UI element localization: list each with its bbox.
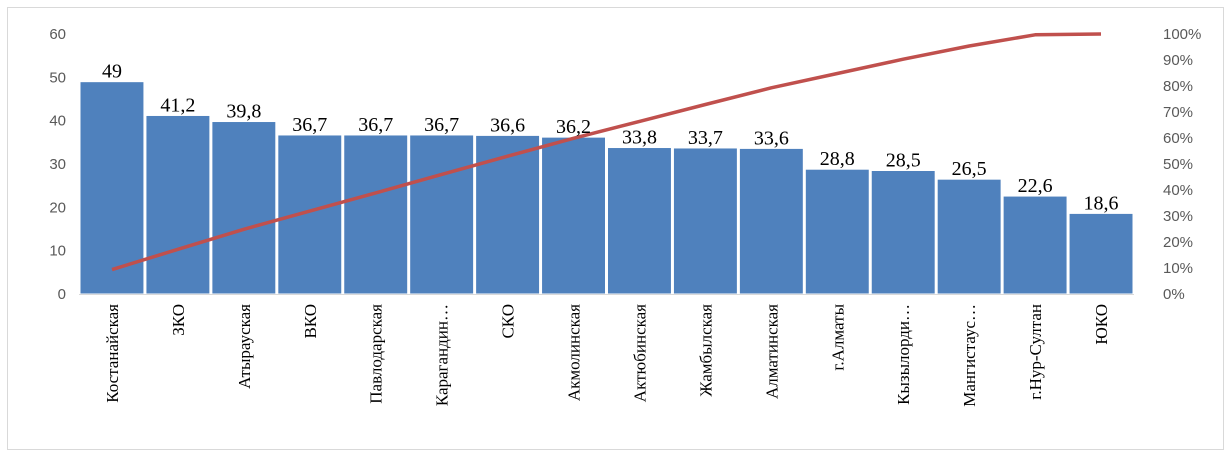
bar: [607, 147, 672, 295]
data-label: 36,2: [556, 116, 591, 138]
bar: [936, 178, 1002, 295]
data-label: 33,7: [688, 127, 723, 149]
y-tick-label: 0: [58, 286, 66, 303]
bar: [804, 168, 870, 295]
bar: [738, 147, 804, 295]
y2-tick-label: 50%: [1163, 156, 1193, 173]
y-axis-left: 0 10 20 30 40 50 60: [49, 26, 66, 303]
y2-tick-label: 30%: [1163, 208, 1193, 225]
data-label: 33,6: [754, 127, 789, 149]
y2-tick-label: 10%: [1163, 260, 1193, 277]
bar: [870, 170, 936, 295]
category-label: г.Нур-Султан: [1026, 304, 1045, 400]
bar: [1002, 195, 1068, 295]
category-label: ЮКО: [1092, 304, 1111, 345]
y2-tick-label: 100%: [1163, 26, 1201, 43]
y-tick-label: 40: [49, 113, 66, 130]
bar: [145, 114, 211, 295]
bar: [541, 136, 606, 295]
data-label: 39,8: [226, 101, 261, 123]
cumulative-line: [111, 32, 1102, 272]
data-label: 28,8: [820, 148, 855, 170]
bar: [672, 147, 738, 295]
data-label: 18,6: [1084, 192, 1119, 214]
category-label: Актюбинская: [630, 304, 649, 402]
category-label: Павлодарская: [367, 304, 386, 404]
category-label: ЗКО: [169, 304, 188, 336]
category-label: Мангистаус…: [960, 304, 979, 407]
y2-tick-label: 20%: [1163, 234, 1193, 251]
y-tick-label: 60: [49, 26, 66, 43]
y2-tick-label: 80%: [1163, 78, 1193, 95]
y-axis-right: 0% 10% 20% 30% 40% 50% 60% 70% 80% 90% 100%: [1163, 26, 1201, 303]
data-label: 49: [102, 61, 122, 83]
data-label: 26,5: [952, 158, 987, 180]
data-label: 36,7: [424, 114, 459, 136]
bar: [79, 81, 145, 295]
category-label: Кызылорди…: [894, 304, 913, 405]
bar: [343, 134, 409, 295]
bar: [409, 134, 475, 295]
y2-tick-label: 90%: [1163, 52, 1193, 69]
data-labels: 49 41,2 39,8 36,7 36,7 36,7 36,6 36,2 33,8 33,7 33…: [102, 61, 1119, 215]
data-label: 36,7: [358, 114, 393, 136]
category-labels: Костанайская ЗКО Атырауская ВКО Павлодарская…: [103, 303, 1111, 406]
category-label: Карагандин…: [433, 304, 452, 406]
y2-tick-label: 70%: [1163, 104, 1193, 121]
category-label: СКО: [499, 304, 518, 339]
data-label: 28,5: [886, 150, 921, 172]
category-label: Костанайская: [103, 304, 122, 403]
y-tick-label: 30: [49, 156, 66, 173]
category-label: Атырауская: [235, 304, 254, 389]
bars: [79, 81, 1134, 295]
data-label: 33,8: [622, 127, 657, 149]
data-label: 41,2: [160, 94, 195, 116]
data-label: 36,6: [490, 114, 525, 136]
bar: [1068, 212, 1134, 295]
category-label: ВКО: [301, 304, 320, 339]
category-label: г.Алматы: [828, 303, 847, 370]
y-tick-label: 20: [49, 199, 66, 216]
data-label: 22,6: [1018, 175, 1053, 197]
category-label: Акмолинская: [565, 304, 584, 401]
y2-tick-label: 40%: [1163, 182, 1193, 199]
data-label: 36,7: [292, 114, 327, 136]
bar: [211, 121, 277, 295]
y-tick-label: 10: [49, 243, 66, 260]
cumulative-line-path: [111, 32, 1102, 272]
bar: [475, 134, 541, 295]
category-label: Жамбылская: [696, 304, 715, 397]
y2-tick-label: 60%: [1163, 130, 1193, 147]
bar: [277, 134, 343, 295]
y-tick-label: 50: [49, 69, 66, 86]
y2-tick-label: 0%: [1163, 286, 1185, 303]
category-label: Алматинская: [762, 304, 781, 399]
